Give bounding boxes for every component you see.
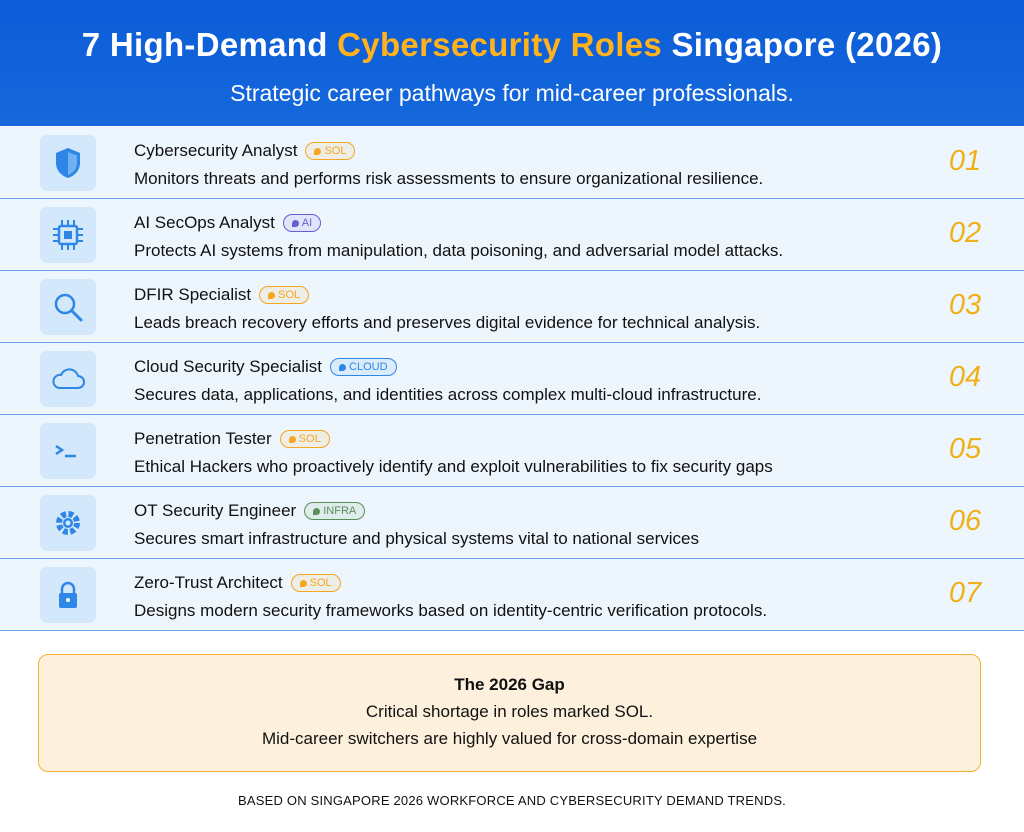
badge-text: AI [301,217,313,229]
badge-text: INFRA [323,505,357,517]
role-badge: SOL [305,142,356,160]
badge-text: CLOUD [349,361,388,373]
badge-icon [299,579,307,587]
icon-graphic [53,220,83,250]
role-title: AI SecOps Analyst [134,213,275,232]
role-description: Monitors threats and performs risk asses… [134,169,764,188]
role-icon [40,207,96,263]
gap-title: The 2026 Gap [454,675,565,694]
role-number: 01 [948,145,982,177]
icon-graphic [52,368,85,389]
role-list: Cybersecurity Analyst SOL Monitors threats… [0,127,1024,631]
role-badge: SOL [279,430,330,448]
icon-graphic [55,444,76,458]
role-title-line: AI SecOps Analyst AI [134,213,322,233]
role-title-line: Cloud Security Specialist CLOUD [134,357,397,377]
role-badge: SOL [290,574,341,592]
role-title-line: Zero-Trust Architect SOL [134,573,341,593]
role-description: Secures smart infrastructure and physica… [134,529,700,548]
role-title-line: Cybersecurity Analyst SOL [134,141,356,161]
badge-icon [288,435,296,443]
role-number: 02 [948,217,982,249]
gap-line: Mid-career switchers are highly valued f… [261,729,758,748]
title-part: 7 High-Demand [81,26,328,63]
icon-graphic [59,581,77,608]
role-title-line: DFIR Specialist SOL [134,285,310,305]
role-title: DFIR Specialist [134,285,252,304]
role-icon [40,351,96,407]
title-part: Singapore (2026) [671,26,943,63]
role-icon [40,495,96,551]
role-description: Designs modern security frameworks based… [134,601,768,620]
badge-text: SOL [298,433,321,445]
subtitle: Strategic career pathways for mid-career… [230,80,794,106]
header: 7 High-Demand Cybersecurity Roles Singap… [0,0,1024,126]
role-icon [40,135,96,191]
role-row: Cybersecurity Analyst SOL Monitors threats… [0,127,1024,199]
footer: BASED ON SINGAPORE 2026 WORKFORCE AND CY… [238,793,786,808]
gap-line: Critical shortage in roles marked SOL. [365,702,654,721]
role-number: 04 [948,361,982,393]
badge-text: SOL [324,145,347,157]
role-number: 05 [948,433,982,465]
role-badge: SOL [259,286,310,304]
icon-graphic [54,293,83,322]
role-description: Ethical Hackers who proactively identify… [134,457,773,476]
badge-icon [314,147,322,155]
title: 7 High-Demand Cybersecurity Roles Singap… [0,26,1024,64]
badge-icon [268,291,276,299]
role-title-line: OT Security Engineer INFRA [134,501,366,521]
role-title: Zero-Trust Architect [134,573,283,592]
role-title-line: Penetration Tester SOL [134,429,330,449]
icon-graphic [56,511,80,535]
icon-graphic [56,148,80,178]
role-badge: AI [282,214,322,232]
badge-text: SOL [278,289,301,301]
role-title: OT Security Engineer [134,501,297,520]
title-highlight: Cybersecurity Roles [337,26,663,63]
role-icon [40,279,96,335]
role-title: Cloud Security Specialist [134,357,323,376]
role-row: DFIR Specialist SOL Leads breach recovery … [0,271,1024,343]
role-title: Penetration Tester [134,429,272,448]
role-description: Secures data, applications, and identiti… [134,385,762,404]
role-number: 07 [948,577,982,609]
role-row: OT Security Engineer INFRA Secures smart i… [0,487,1024,559]
role-row: Cloud Security Specialist CLOUD Secures da… [0,343,1024,415]
role-row: AI SecOps Analyst AI Protects AI systems f… [0,199,1024,271]
role-row: Zero-Trust Architect SOL Designs modern se… [0,559,1024,631]
badge-icon [291,219,299,227]
role-icon [40,423,96,479]
gap-box: The 2026 Gap Critical shortage in roles … [38,654,981,772]
badge-icon [313,507,321,515]
role-number: 03 [948,289,982,321]
role-description: Protects AI systems from manipulation, d… [134,241,784,260]
badge-text: SOL [309,577,332,589]
role-description: Leads breach recovery efforts and preser… [134,313,761,332]
badge-icon [339,363,347,371]
role-badge: CLOUD [330,358,397,376]
role-icon [40,567,96,623]
role-number: 06 [948,505,982,537]
role-row: Penetration Tester SOL Ethical Hackers who… [0,415,1024,487]
role-title: Cybersecurity Analyst [134,141,298,160]
role-badge: INFRA [304,502,366,520]
